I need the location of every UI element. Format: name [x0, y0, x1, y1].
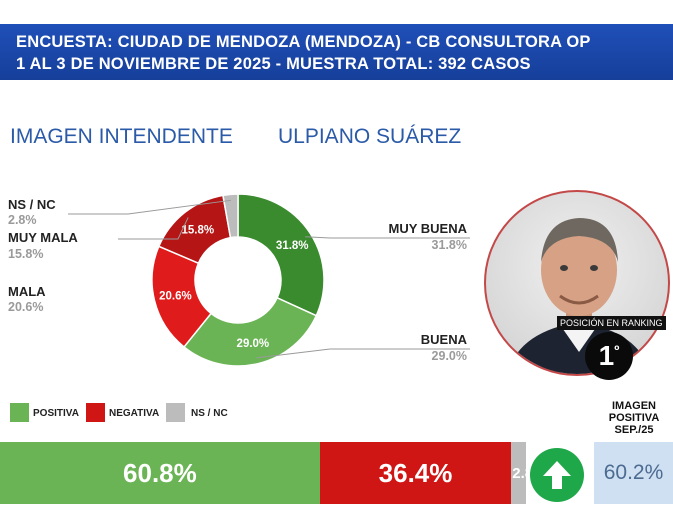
ranking-suffix: º: [614, 342, 620, 358]
legend-swatch-positiva: [10, 403, 29, 422]
leader-line: [256, 348, 470, 359]
donut-slice-label: 15.8%: [182, 225, 215, 237]
value-muy-mala: 15.8%: [8, 247, 44, 261]
donut-slice-label: 29.0%: [237, 338, 270, 350]
header-banner: ENCUESTA: CIUDAD DE MENDOZA (MENDOZA) - …: [0, 24, 673, 80]
bar-segment-ns-nc: 2.8%: [511, 442, 526, 504]
chart-heading: IMAGEN INTENDENTE: [10, 125, 233, 148]
donut-slice-ns-nc: [222, 193, 239, 239]
previous-title-line1: IMAGEN: [612, 400, 656, 412]
donut-chart: 31.8% 29.0% 20.6% 15.8%: [68, 193, 470, 367]
value-ns-nc: 2.8%: [8, 213, 37, 227]
donut-slice-label: 31.8%: [276, 240, 309, 252]
label-muy-mala: MUY MALA: [8, 230, 78, 245]
header-title-line1: ENCUESTA: CIUDAD DE MENDOZA (MENDOZA) - …: [16, 33, 591, 51]
person-silhouette-icon: [507, 218, 651, 374]
legend-label-positiva: POSITIVA: [33, 408, 79, 419]
legend-swatch-ns-nc: [166, 403, 185, 422]
label-ns-nc: NS / NC: [8, 197, 56, 212]
value-buena: 29.0%: [431, 349, 467, 363]
leader-line: [305, 236, 470, 239]
up-arrow-icon: [530, 448, 584, 502]
bar-segment-positiva: 60.8%: [0, 442, 320, 504]
bar-segment-negativa: 36.4%: [319, 442, 512, 504]
previous-title-line3: SEP./25: [614, 424, 654, 436]
ranking-position: 1: [598, 340, 615, 371]
label-muy-buena: MUY BUENA: [388, 221, 468, 236]
value-muy-buena: 31.8%: [431, 238, 467, 252]
donut-slice-muy-buena: [237, 193, 325, 317]
value-mala: 20.6%: [8, 300, 44, 314]
previous-title-line2: POSITIVA: [608, 412, 660, 424]
donut-slice-label: 20.6%: [159, 291, 192, 303]
label-buena: BUENA: [420, 332, 467, 347]
donut-slice-buena: [182, 296, 318, 367]
previous-image-title: IMAGEN POSITIVA SEP./25: [596, 400, 672, 436]
leader-line: [118, 217, 189, 240]
previous-positive-value: 60.2%: [594, 442, 673, 504]
label-mala: MALA: [8, 284, 46, 299]
legend-label-negativa: NEGATIVA: [109, 408, 160, 419]
ranking-label: POSICIÓN EN RANKING: [557, 316, 666, 330]
mayor-photo: [484, 190, 670, 376]
header-title-line2: 1 AL 3 DE NOVIEMBRE DE 2025 - MUESTRA TO…: [16, 55, 531, 73]
legend-swatch-negativa: [86, 403, 105, 422]
legend-label-ns-nc: NS / NC: [191, 408, 228, 419]
person-name: ULPIANO SUÁREZ: [278, 125, 462, 148]
leader-line: [68, 199, 232, 215]
